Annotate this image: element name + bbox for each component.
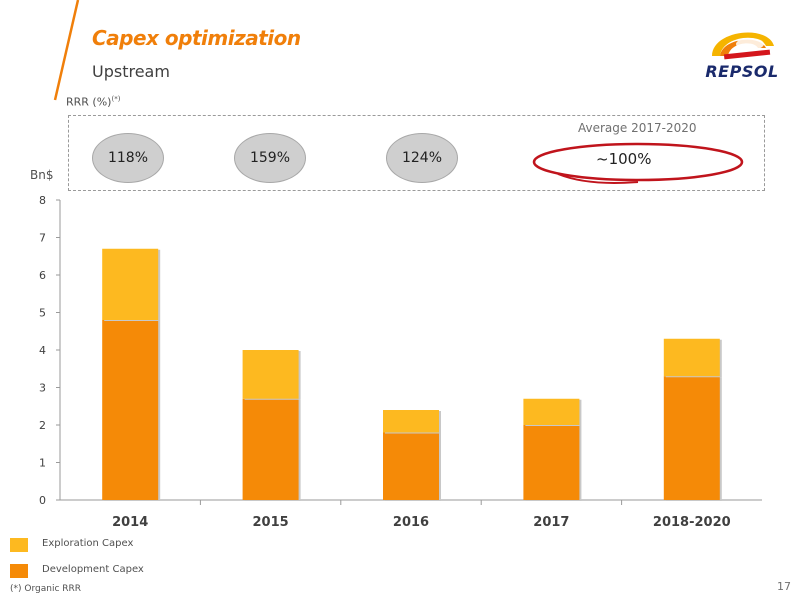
highlight-circle — [532, 142, 744, 184]
y-tick-label: 2 — [39, 419, 46, 432]
bar-exploration — [102, 248, 159, 320]
page-number: 17 — [777, 580, 791, 593]
repsol-logo-mark — [712, 32, 774, 60]
rrr-bubble-2014: 118% — [92, 133, 164, 183]
legend-label-development: Development Capex — [42, 564, 144, 575]
page-subtitle: Upstream — [92, 62, 170, 81]
y-tick-label: 8 — [39, 194, 46, 207]
rrr-bubble-2015: 159% — [234, 133, 306, 183]
rrr-average-value: ~100% — [596, 150, 652, 168]
y-tick-label: 0 — [39, 494, 46, 507]
legend-swatch-development — [10, 564, 28, 578]
rrr-label-text: RRR (%) — [66, 95, 112, 109]
bar-development — [242, 398, 299, 500]
repsol-logo: REPSOL — [698, 16, 786, 86]
x-tick-label: 2014 — [112, 515, 148, 530]
y-tick-label: 4 — [39, 344, 46, 357]
x-tick-label: 2017 — [533, 515, 569, 530]
page-title: Capex optimization — [92, 26, 301, 50]
legend-label-exploration: Exploration Capex — [42, 538, 134, 549]
y-axis-unit-label: Bn$ — [30, 168, 54, 182]
rrr-bubble-2016: 124% — [386, 133, 458, 183]
y-tick-label: 6 — [39, 269, 46, 282]
rrr-box — [68, 115, 765, 191]
y-tick-label: 7 — [39, 232, 46, 245]
bar-development — [102, 320, 159, 500]
y-tick-label: 5 — [39, 307, 46, 320]
bar-exploration — [663, 338, 720, 377]
y-tick-label: 3 — [39, 382, 46, 395]
legend-swatch-exploration — [10, 538, 28, 552]
accent-stroke — [53, 0, 80, 101]
rrr-label-footnote-mark: (*) — [111, 95, 121, 103]
rrr-average-label: Average 2017-2020 — [578, 121, 697, 135]
bar-exploration — [523, 398, 580, 425]
y-tick-label: 1 — [39, 457, 46, 470]
repsol-logo-text: REPSOL — [705, 62, 779, 81]
footnote: (*) Organic RRR — [10, 584, 82, 594]
bar-exploration — [242, 350, 299, 399]
bar-exploration — [383, 410, 439, 433]
rrr-label: RRR (%)(*) — [66, 95, 120, 109]
bar-development — [523, 425, 580, 500]
bar-development — [663, 376, 720, 500]
x-tick-label: 2015 — [253, 515, 289, 530]
bar-development — [383, 432, 439, 500]
x-tick-label: 2016 — [393, 515, 429, 530]
x-tick-label: 2018-2020 — [653, 515, 731, 530]
